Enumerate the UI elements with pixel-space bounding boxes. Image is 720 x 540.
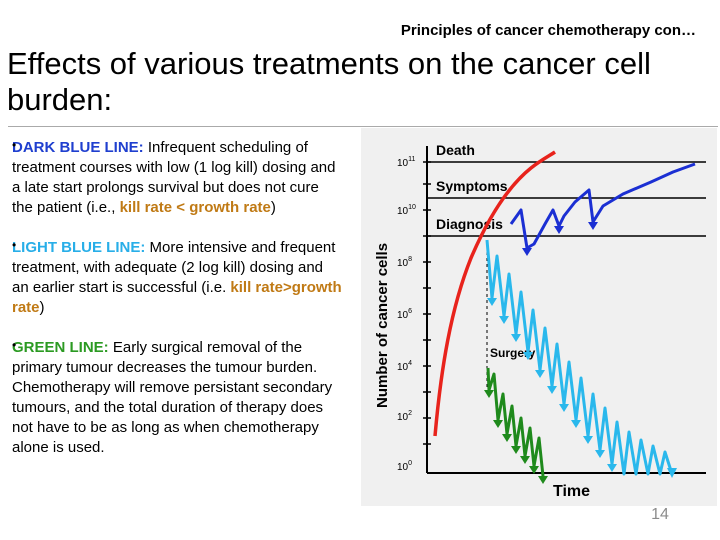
tick-label-1e2: 102 — [397, 410, 412, 423]
light-blue-line-emphasis: kill rate>growth rate — [12, 279, 342, 316]
surgery-label: Surgery — [490, 346, 536, 360]
tick-label-1e10: 1010 — [397, 204, 416, 217]
tick-label-1e0: 100 — [397, 460, 412, 473]
x-axis-label: Time — [553, 483, 590, 500]
death-label: Death — [436, 142, 475, 158]
y-axis-tick-labels: 1011 1010 108 106 104 102 100 — [397, 156, 416, 473]
light-blue-arrowheads — [487, 298, 677, 478]
light-blue-line-text: More intensive and frequent treatment, w… — [12, 239, 336, 296]
slide-number: 14 — [651, 506, 669, 523]
dark-blue-arrowheads — [522, 222, 598, 256]
presentation-header: Principles of cancer chemotherapy con… — [400, 22, 696, 39]
dark-blue-line-tail: ) — [270, 199, 276, 216]
dark-blue-line-text: Infrequent scheduling of treatment cours… — [12, 139, 336, 216]
bullet-dot: • — [12, 338, 17, 352]
light-blue-line-tail: ) — [39, 299, 45, 316]
diagnosis-label: Diagnosis — [436, 216, 503, 232]
tick-label-1e4: 104 — [397, 360, 412, 373]
bullet-dot: • — [12, 138, 17, 152]
light-blue-treatment-line — [485, 239, 674, 476]
y-axis-label: Number of cancer cells — [374, 243, 391, 408]
dark-blue-line-emphasis: kill rate < growth rate — [119, 199, 271, 216]
dark-blue-treatment-line — [509, 162, 696, 250]
tick-label-1e8: 108 — [397, 256, 412, 269]
dark-blue-line-heading: DARK BLUE LINE: — [12, 139, 144, 156]
tick-label-1e11: 1011 — [397, 156, 415, 169]
treatment-figure: 1011 1010 108 106 104 102 100 Number of … — [361, 128, 717, 506]
title-divider — [8, 126, 718, 127]
bullet-green: • GREEN LINE: Early surgical removal of … — [12, 338, 342, 458]
death-label-bg — [432, 140, 488, 158]
green-line-text: Early surgical removal of the primary tu… — [12, 339, 333, 456]
light-blue-line-heading: LIGHT BLUE LINE: — [12, 239, 146, 256]
bullet-dark-blue: • DARK BLUE LINE: Infrequent scheduling … — [12, 138, 342, 218]
symptoms-label: Symptoms — [436, 178, 508, 194]
green-treatment-line — [486, 367, 545, 477]
symptoms-label-bg — [432, 176, 520, 194]
slide-title: Effects of various treatments on the can… — [7, 46, 651, 117]
green-line-heading: GREEN LINE: — [12, 339, 109, 356]
bullet-light-blue: • LIGHT BLUE LINE: More intensive and fr… — [12, 238, 342, 318]
tick-label-1e6: 106 — [397, 308, 412, 321]
untreated-growth-curve — [433, 150, 556, 437]
green-arrowheads — [484, 390, 548, 484]
bullet-dot: • — [12, 238, 17, 252]
bullet-list: • DARK BLUE LINE: Infrequent scheduling … — [12, 138, 342, 478]
cancer-cell-burden-diagram: 1011 1010 108 106 104 102 100 Number of … — [374, 140, 706, 500]
